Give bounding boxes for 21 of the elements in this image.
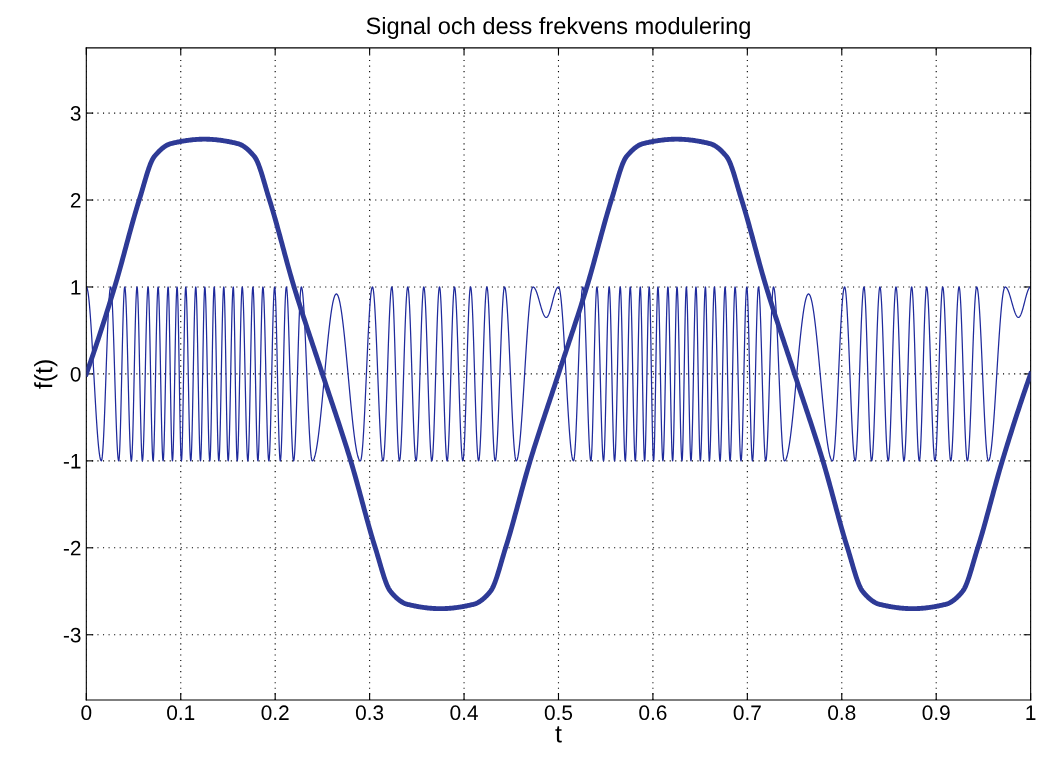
x-tick-label: 0.6	[639, 705, 667, 721]
y-tick-label: -2	[63, 540, 81, 556]
y-tick-label: 2	[70, 193, 81, 208]
x-tick-label: 0	[81, 705, 92, 721]
y-axis-title: f(t)	[34, 360, 58, 389]
x-tick-label: 0.3	[355, 705, 384, 721]
y-tick-label: -1	[63, 454, 81, 469]
x-axis-title: t	[555, 726, 562, 743]
x-tick-label: 0.4	[450, 705, 478, 721]
x-tick-label: 0.5	[544, 705, 573, 721]
x-tick-label: 0.1	[167, 705, 195, 721]
y-tick-label: -3	[63, 627, 81, 643]
y-tick-label: 1	[71, 280, 81, 295]
x-tick-label: 0.7	[733, 705, 761, 721]
x-tick-label: 0.9	[922, 705, 950, 721]
x-tick-label: 1	[1026, 705, 1036, 720]
x-tick-label: 0.2	[261, 705, 289, 721]
y-tick-label: 0	[70, 366, 81, 382]
x-tick-label: 0.8	[828, 705, 856, 721]
y-tick-label: 3	[70, 106, 81, 121]
chart-title: Signal och dess frekvens modulering	[366, 16, 750, 39]
